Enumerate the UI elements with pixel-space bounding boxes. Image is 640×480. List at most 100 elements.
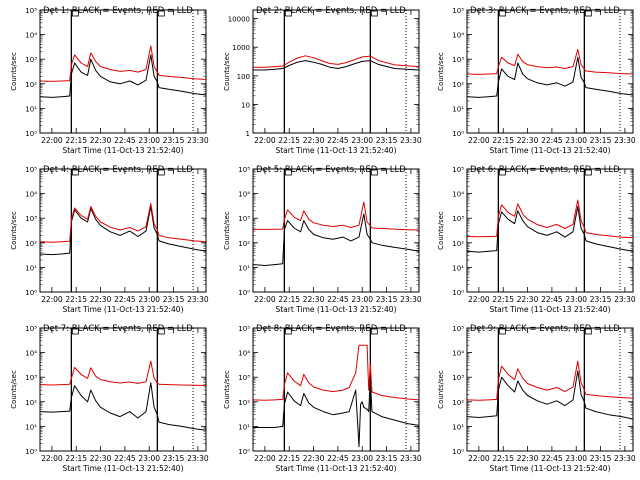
y-tick-label: 10¹	[25, 264, 37, 272]
plot-frame	[39, 168, 207, 293]
series-group	[467, 360, 633, 420]
y-tick-label: 10⁴	[452, 350, 464, 358]
x-tick-label: 23:00	[565, 295, 587, 304]
marker-flag	[284, 10, 292, 17]
x-tick-label: 23:15	[376, 454, 398, 463]
plot-frame	[252, 327, 420, 452]
detector-panel-9: Det 9: BLACK = Events, RED = LLD 10⁰ 10¹ 10…	[437, 324, 636, 473]
y-tick-label: 10¹	[452, 264, 464, 272]
events-series-line	[253, 60, 419, 71]
x-tick-label: 22:00	[468, 454, 490, 463]
y-tick-label: 10⁴	[25, 32, 37, 40]
y-axis-label: Counts/sec	[10, 211, 18, 250]
marker-flag	[370, 328, 378, 335]
plot-title: Det 1: BLACK = Events, RED = LLD	[43, 6, 193, 16]
events-series-line	[467, 206, 633, 253]
x-tick-label: 22:00	[41, 295, 63, 304]
plot-title: Det 7: BLACK = Events, RED = LLD	[43, 324, 193, 334]
plot-frame	[39, 9, 207, 134]
y-tick-label: 10⁴	[238, 191, 250, 199]
series-group	[253, 55, 419, 71]
x-tick-label: 23:30	[614, 136, 636, 145]
y-tick-label: 10⁰	[238, 448, 250, 456]
detector-panel-1: Det 1: BLACK = Events, RED = LLD 10⁰ 10¹ 10…	[10, 6, 209, 155]
x-tick-label: 23:15	[376, 295, 398, 304]
x-axis-label: Start Time (11-Oct-13 21:52:40)	[62, 305, 183, 314]
y-axis-label: Counts/sec	[437, 370, 445, 409]
x-tick-label: 22:15	[278, 454, 300, 463]
x-tick-label: 22:00	[41, 136, 63, 145]
x-tick-label: 23:30	[400, 136, 422, 145]
y-tick-label: 10⁵	[452, 7, 464, 15]
events-series-line	[253, 379, 419, 448]
x-tick-label: 23:15	[163, 454, 185, 463]
x-tick-label: 23:30	[187, 295, 209, 304]
x-tick-label: 23:15	[163, 136, 185, 145]
x-tick-label: 23:00	[565, 454, 587, 463]
y-tick-label: 10³	[452, 215, 464, 223]
y-tick-label: 10⁵	[25, 7, 37, 15]
series-group	[40, 360, 206, 431]
x-tick-label: 22:45	[541, 454, 563, 463]
x-tick-label: 22:45	[541, 136, 563, 145]
plot-frame	[466, 9, 634, 134]
y-tick-label: 10³	[25, 56, 37, 64]
y-tick-label: 10⁴	[452, 32, 464, 40]
y-tick-label: 10⁵	[238, 325, 250, 333]
series-group	[253, 201, 419, 266]
y-axis-label: Counts/sec	[10, 370, 18, 409]
y-tick-label: 10²	[238, 240, 250, 248]
y-tick-label: 10¹	[452, 105, 464, 113]
x-tick-label: 22:30	[517, 454, 539, 463]
marker-flag	[71, 328, 79, 335]
detector-panel-4: Det 4: BLACK = Events, RED = LLD 10⁰ 10¹ 10…	[10, 165, 209, 314]
detector-panel-5: Det 5: BLACK = Events, RED = LLD 10⁰ 10¹ 10…	[223, 165, 422, 314]
y-tick-label: 10³	[25, 374, 37, 382]
detector-panel-2: Det 2: BLACK = Events, RED = LLD 1 10 100 10…	[223, 6, 422, 155]
plot-frame	[466, 327, 634, 452]
plot-frame	[252, 168, 420, 293]
x-axis-label: Start Time (11-Oct-13 21:52:40)	[489, 305, 610, 314]
x-tick-label: 23:30	[400, 454, 422, 463]
y-axis-label: Counts/sec	[223, 52, 231, 91]
y-axis-label: Counts/sec	[223, 370, 231, 409]
x-tick-label: 23:15	[163, 295, 185, 304]
plot-title: Det 2: BLACK = Events, RED = LLD	[256, 6, 406, 16]
x-tick-label: 23:15	[376, 136, 398, 145]
plot-frame	[39, 327, 207, 452]
y-tick-label: 10000	[228, 16, 250, 24]
x-tick-label: 22:00	[254, 295, 276, 304]
x-tick-label: 22:30	[90, 454, 112, 463]
y-tick-label: 10⁴	[25, 191, 37, 199]
x-tick-label: 23:30	[187, 454, 209, 463]
lld-series-line	[40, 45, 206, 82]
y-tick-label: 10³	[452, 374, 464, 382]
detector-panel-6: Det 6: BLACK = Events, RED = LLD 10⁰ 10¹ 10…	[437, 165, 636, 314]
marker-flag	[284, 169, 292, 176]
lld-series-line	[40, 360, 206, 386]
events-series-line	[253, 213, 419, 266]
y-axis-label: Counts/sec	[437, 211, 445, 250]
x-tick-label: 22:15	[492, 136, 514, 145]
events-series-line	[40, 206, 206, 256]
x-tick-label: 22:30	[90, 295, 112, 304]
series-group	[467, 199, 633, 253]
y-tick-label: 10²	[25, 399, 37, 407]
events-series-line	[40, 382, 206, 431]
y-tick-label: 10³	[452, 56, 464, 64]
y-tick-label: 10¹	[238, 264, 250, 272]
y-tick-label: 10⁰	[452, 289, 464, 297]
x-tick-label: 22:45	[114, 295, 136, 304]
events-series-line	[467, 370, 633, 420]
marker-flag	[498, 328, 506, 335]
x-tick-label: 23:15	[590, 454, 612, 463]
x-axis-label: Start Time (11-Oct-13 21:52:40)	[62, 464, 183, 473]
marker-flag	[498, 169, 506, 176]
y-tick-label: 10³	[238, 215, 250, 223]
x-tick-label: 22:15	[492, 295, 514, 304]
x-tick-label: 22:45	[327, 136, 349, 145]
y-tick-label: 10³	[238, 374, 250, 382]
x-tick-label: 22:30	[90, 136, 112, 145]
y-tick-label: 10²	[25, 240, 37, 248]
plot-title: Det 6: BLACK = Events, RED = LLD	[470, 165, 620, 175]
